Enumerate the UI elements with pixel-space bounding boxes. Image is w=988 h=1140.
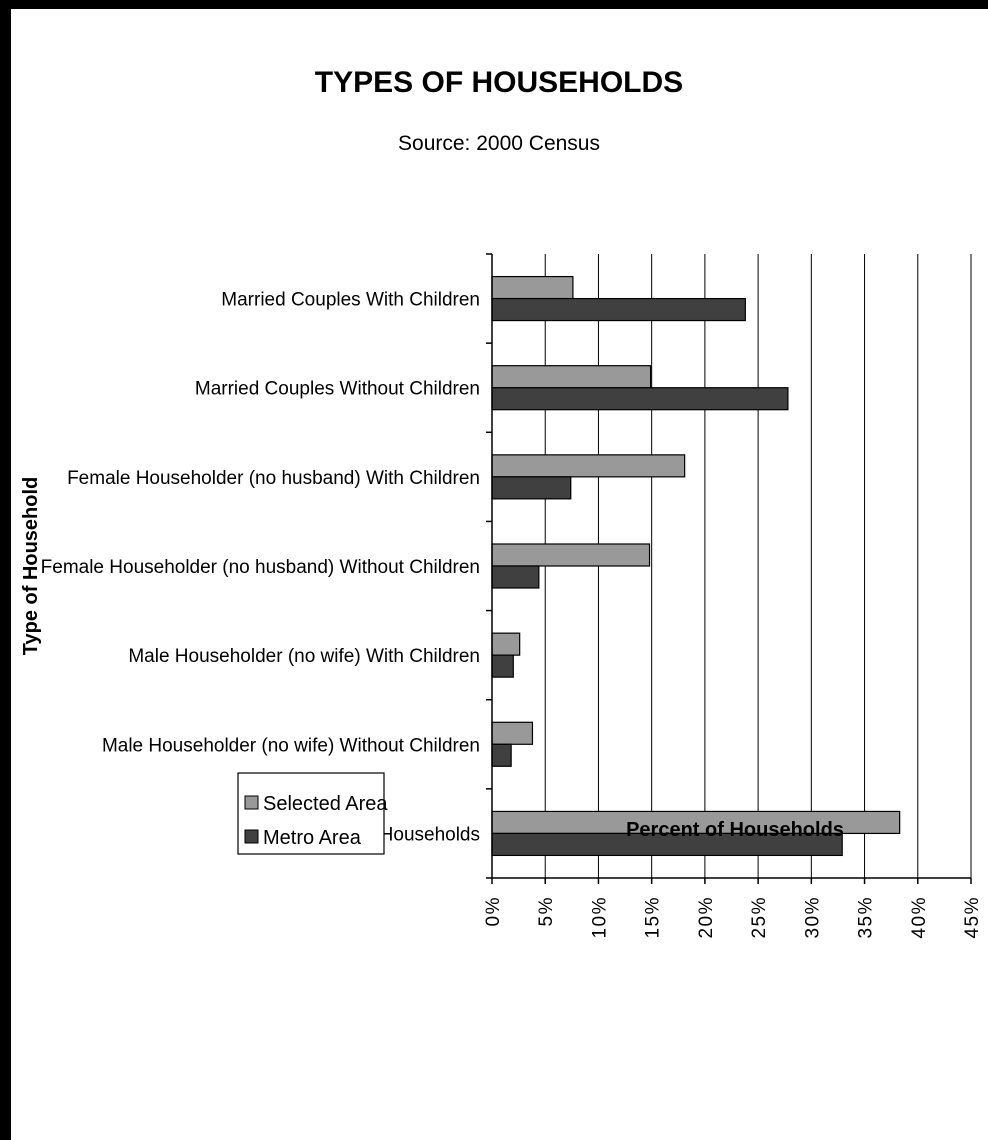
category-label: Married Couples With Children	[221, 290, 480, 311]
x-tick-label: 40%	[909, 896, 930, 939]
bar-selected-area	[491, 275, 574, 300]
legend-label: Selected Area	[263, 793, 388, 815]
legend: Selected Area Metro Area	[237, 772, 388, 855]
x-tick-label: 15%	[643, 896, 664, 939]
y-axis-title: Type of Household	[20, 477, 42, 656]
x-tick-label: 20%	[696, 896, 717, 939]
bar-selected-area	[491, 632, 521, 656]
x-tick-label: 35%	[856, 896, 877, 939]
x-tick-label: 45%	[962, 896, 983, 939]
legend-swatch	[244, 829, 259, 844]
bar-metro-area	[491, 743, 512, 767]
household-types-chart: TYPES OF HOUSEHOLDS Source: 2000 Census …	[20, 66, 983, 939]
category-label: Married Couples Without Children	[195, 379, 480, 400]
bar-metro-area	[491, 476, 572, 500]
x-tick-label: 25%	[749, 896, 770, 939]
bar-selected-area	[491, 721, 534, 745]
chart-title: TYPES OF HOUSEHOLDS	[315, 66, 683, 99]
bar-metro-area	[491, 387, 789, 411]
legend-box	[237, 772, 385, 855]
bar-metro-area	[491, 297, 746, 322]
chart-frame: TYPES OF HOUSEHOLDS Source: 2000 Census …	[11, 9, 988, 1140]
bar-selected-area	[491, 365, 652, 389]
x-axis-title: Percent of Households	[626, 819, 844, 841]
category-label: Female Householder (no husband) With Chi…	[67, 468, 480, 489]
x-tick-label: 30%	[802, 896, 823, 939]
category-label: Male Householder (no wife) Without Child…	[102, 735, 480, 756]
bar-metro-area	[491, 565, 540, 589]
category-label: Male Householder (no wife) With Children	[128, 646, 480, 667]
x-tick-label: 5%	[536, 896, 557, 926]
legend-swatch	[244, 795, 259, 810]
bar-metro-area	[491, 654, 514, 678]
plot-area: 0% 5% 10% 15% 20% 25% 30% 35% 40% 45% Married Coup…	[41, 253, 983, 939]
category-label: Female Householder (no husband) Without …	[41, 557, 480, 578]
x-tick-label: 0%	[483, 896, 504, 926]
chart-subtitle: Source: 2000 Census	[398, 132, 600, 155]
x-tick-label: 10%	[589, 896, 610, 939]
bar-selected-area	[491, 543, 651, 567]
legend-label: Metro Area	[263, 827, 362, 849]
bar-selected-area	[491, 454, 686, 478]
